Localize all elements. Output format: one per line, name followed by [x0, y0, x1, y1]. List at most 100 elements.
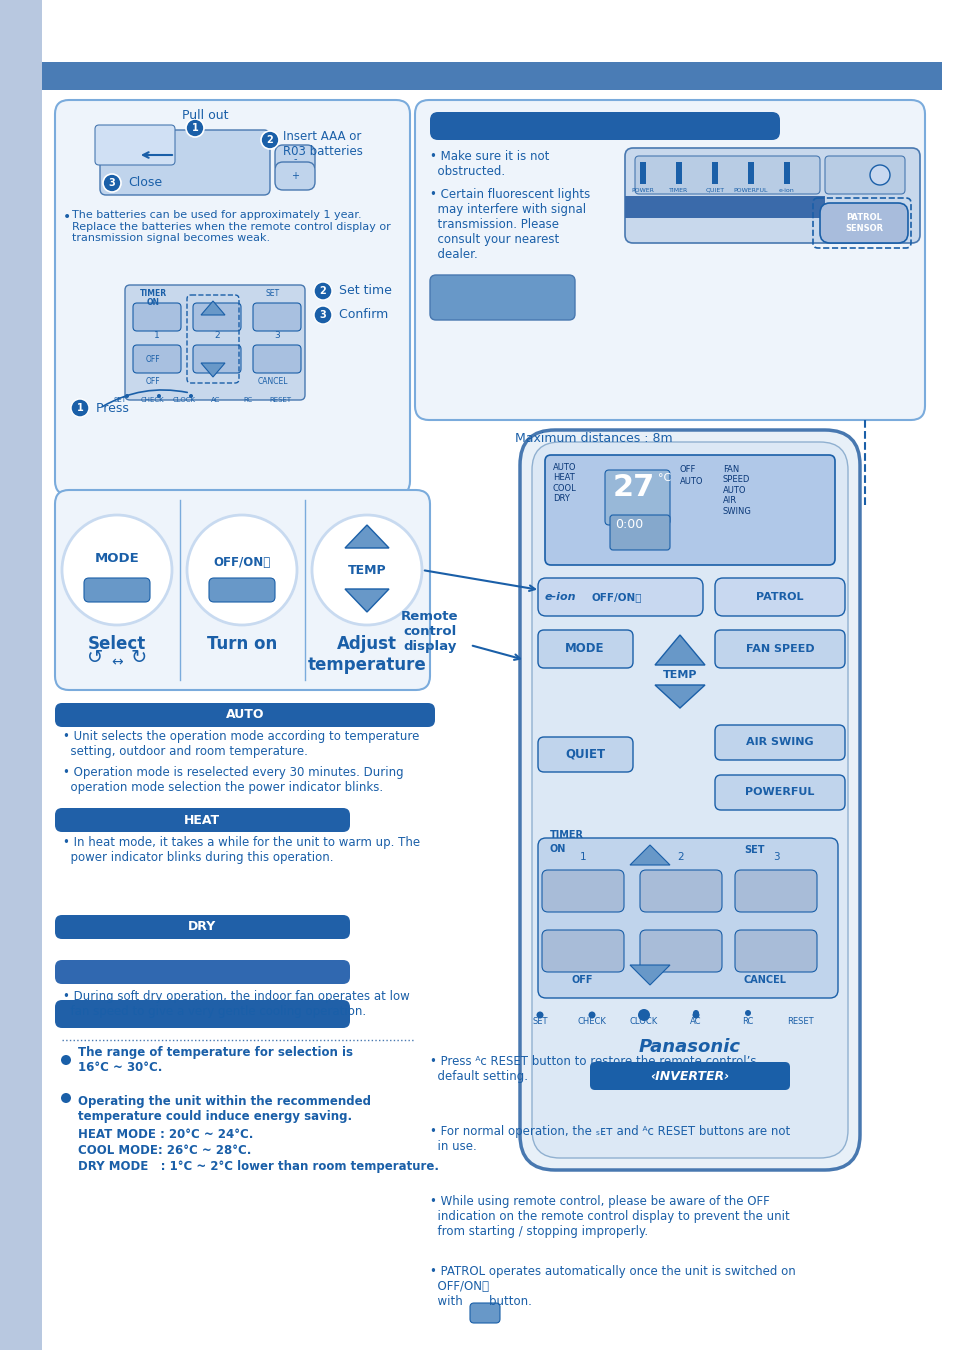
Text: AC: AC: [690, 1018, 701, 1026]
FancyBboxPatch shape: [430, 275, 575, 320]
Text: • Unit selects the operation mode according to temperature
  setting, outdoor an: • Unit selects the operation mode accord…: [63, 730, 419, 757]
Text: • For normal operation, the ₛᴇᴛ and ᴬᴄ RESET buttons are not
  in use.: • For normal operation, the ₛᴇᴛ and ᴬᴄ R…: [430, 1125, 789, 1153]
Text: °C: °C: [658, 472, 671, 483]
Polygon shape: [201, 301, 225, 315]
Text: • During soft dry operation, the indoor fan operates at low
  fan speed to give : • During soft dry operation, the indoor …: [63, 990, 410, 1018]
Text: QUIET: QUIET: [704, 188, 723, 193]
Text: ↻: ↻: [131, 648, 147, 667]
Text: SET: SET: [532, 1018, 547, 1026]
Text: CANCEL: CANCEL: [742, 975, 785, 985]
Circle shape: [186, 119, 204, 136]
Text: • Press ᴬᴄ RESET button to restore the remote control’s
  default setting.: • Press ᴬᴄ RESET button to restore the r…: [430, 1054, 756, 1083]
Polygon shape: [655, 684, 704, 707]
Text: DRY MODE   : 1°C ~ 2°C lower than room temperature.: DRY MODE : 1°C ~ 2°C lower than room tem…: [78, 1160, 438, 1173]
FancyBboxPatch shape: [519, 431, 859, 1170]
Text: MODE: MODE: [565, 643, 604, 656]
Circle shape: [639, 1011, 647, 1018]
Text: -: -: [293, 154, 296, 163]
Text: RESET: RESET: [269, 397, 291, 404]
FancyBboxPatch shape: [734, 930, 816, 972]
Text: TEMP: TEMP: [347, 563, 386, 576]
FancyBboxPatch shape: [609, 514, 669, 549]
Text: CANCEL: CANCEL: [257, 377, 288, 386]
FancyBboxPatch shape: [820, 202, 907, 243]
Text: Insert AAA or
R03 batteries: Insert AAA or R03 batteries: [283, 130, 362, 158]
Text: DRY: DRY: [188, 921, 216, 933]
Text: RESET: RESET: [786, 1018, 813, 1026]
Bar: [639, 162, 645, 184]
Text: Maximum distances : 8m: Maximum distances : 8m: [515, 432, 672, 446]
Circle shape: [869, 165, 889, 185]
Text: 2: 2: [266, 135, 274, 144]
Circle shape: [692, 1011, 699, 1018]
Text: ↺: ↺: [87, 648, 103, 667]
Text: Operating the unit within the recommended
temperature could induce energy saving: Operating the unit within the recommende…: [78, 1095, 371, 1123]
FancyBboxPatch shape: [100, 130, 270, 194]
Text: 0:00: 0:00: [615, 518, 642, 531]
Text: Select: Select: [88, 634, 146, 653]
Text: PATROL
SENSOR: PATROL SENSOR: [844, 213, 882, 232]
Text: 1: 1: [579, 852, 586, 863]
FancyBboxPatch shape: [95, 126, 174, 165]
FancyBboxPatch shape: [253, 302, 301, 331]
Text: 3: 3: [772, 852, 779, 863]
Polygon shape: [629, 845, 669, 865]
Text: Panasonic: Panasonic: [639, 1038, 740, 1056]
FancyBboxPatch shape: [470, 1303, 499, 1323]
Text: • Certain fluorescent lights
  may interfere with signal
  transmission. Please
: • Certain fluorescent lights may interfe…: [430, 188, 590, 261]
Text: QUIET: QUIET: [564, 748, 604, 760]
Text: FAN
SPEED
AUTO
AIR
SWING: FAN SPEED AUTO AIR SWING: [722, 464, 751, 516]
Text: TIMER: TIMER: [139, 289, 167, 298]
FancyBboxPatch shape: [734, 869, 816, 913]
Text: 1: 1: [154, 331, 160, 339]
Text: The batteries can be used for approximately 1 year.
Replace the batteries when t: The batteries can be used for approximat…: [71, 211, 391, 243]
FancyBboxPatch shape: [537, 578, 702, 616]
FancyBboxPatch shape: [639, 930, 721, 972]
Text: HEAT: HEAT: [184, 814, 220, 826]
Circle shape: [314, 306, 332, 324]
FancyBboxPatch shape: [635, 157, 820, 194]
FancyBboxPatch shape: [274, 144, 314, 173]
FancyBboxPatch shape: [544, 455, 834, 566]
Text: CHECK: CHECK: [577, 1018, 606, 1026]
Text: AUTO: AUTO: [679, 477, 702, 486]
FancyBboxPatch shape: [589, 1062, 789, 1089]
Bar: [42, 62, 941, 90]
Text: AUTO: AUTO: [226, 709, 264, 721]
Circle shape: [536, 1011, 543, 1018]
FancyBboxPatch shape: [55, 490, 430, 690]
FancyBboxPatch shape: [193, 346, 241, 373]
Circle shape: [61, 1094, 71, 1103]
FancyBboxPatch shape: [193, 302, 241, 331]
FancyBboxPatch shape: [84, 578, 150, 602]
Text: TIMER: TIMER: [669, 188, 688, 193]
FancyBboxPatch shape: [55, 100, 410, 495]
FancyBboxPatch shape: [604, 470, 669, 525]
Text: CLOCK: CLOCK: [172, 397, 195, 404]
FancyBboxPatch shape: [274, 162, 314, 190]
FancyBboxPatch shape: [55, 915, 350, 940]
FancyBboxPatch shape: [0, 0, 42, 80]
Text: OFF: OFF: [679, 464, 696, 474]
FancyBboxPatch shape: [55, 703, 435, 728]
Text: 2: 2: [677, 852, 683, 863]
Text: Close: Close: [128, 176, 162, 189]
Text: POWER: POWER: [631, 188, 654, 193]
Text: 3: 3: [274, 331, 279, 339]
Circle shape: [638, 1008, 649, 1021]
FancyBboxPatch shape: [415, 100, 924, 420]
Text: MODE: MODE: [94, 552, 139, 564]
Text: OFF/ONⓘ: OFF/ONⓘ: [592, 593, 641, 602]
FancyBboxPatch shape: [714, 775, 844, 810]
Circle shape: [744, 1010, 750, 1017]
Text: Pull out: Pull out: [182, 109, 228, 122]
Text: POWERFUL: POWERFUL: [744, 787, 814, 796]
Text: ON: ON: [550, 844, 566, 855]
Text: CLOCK: CLOCK: [629, 1018, 658, 1026]
Text: Adjust
temperature: Adjust temperature: [307, 634, 426, 674]
Text: e-ion: e-ion: [779, 188, 794, 193]
FancyBboxPatch shape: [253, 346, 301, 373]
Text: +: +: [291, 171, 298, 181]
FancyBboxPatch shape: [537, 838, 837, 998]
Text: ON: ON: [147, 298, 159, 306]
